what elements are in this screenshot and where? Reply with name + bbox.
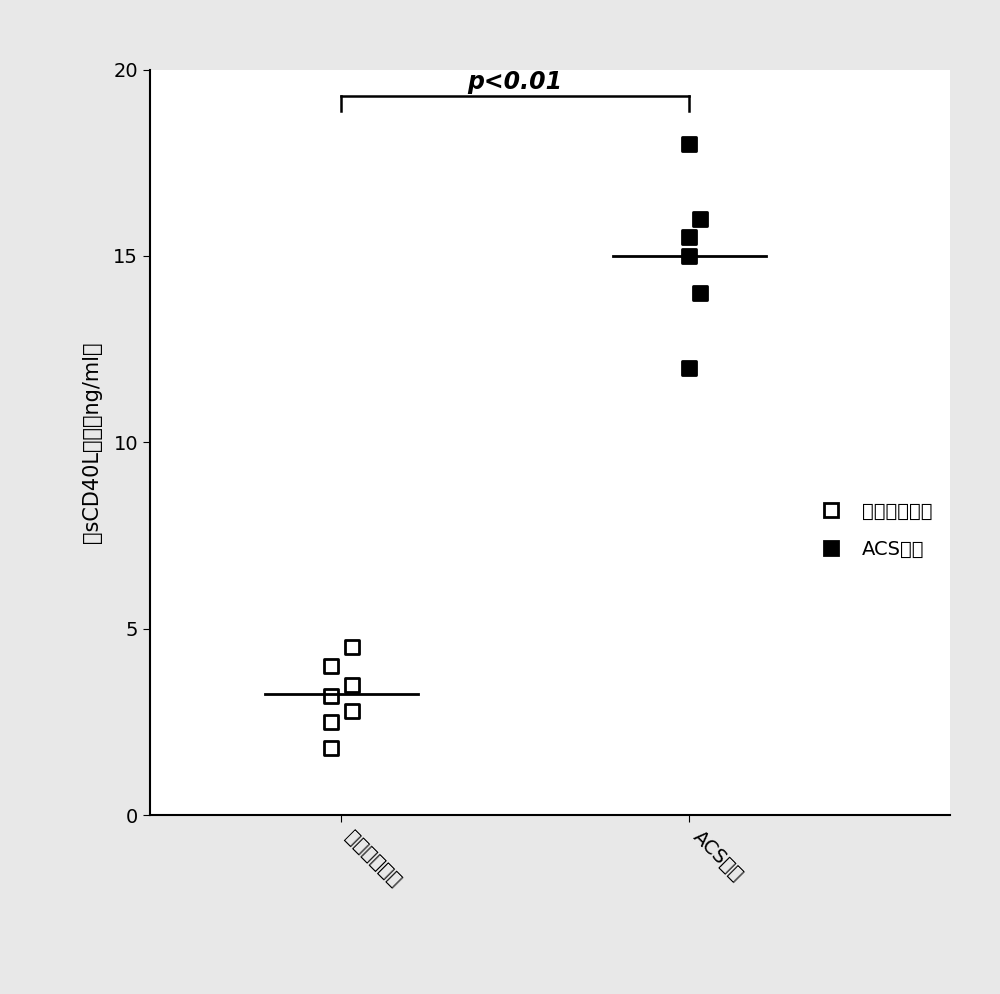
Point (692, 285, 708, 301)
Point (323, 688, 339, 704)
Legend: 正常对照人群, ACS患者: 正常对照人群, ACS患者 (804, 494, 940, 567)
Point (344, 677, 360, 693)
Point (323, 740, 339, 755)
Text: p<0.01: p<0.01 (468, 70, 563, 93)
Point (681, 230, 697, 246)
Point (323, 658, 339, 674)
Y-axis label: 血sCD40L浓度（ng/ml）: 血sCD40L浓度（ng/ml） (82, 342, 102, 543)
Point (344, 703, 360, 719)
Point (681, 360, 697, 376)
Point (323, 714, 339, 730)
Point (692, 211, 708, 227)
Point (681, 136, 697, 152)
Point (344, 639, 360, 655)
Point (681, 248, 697, 263)
